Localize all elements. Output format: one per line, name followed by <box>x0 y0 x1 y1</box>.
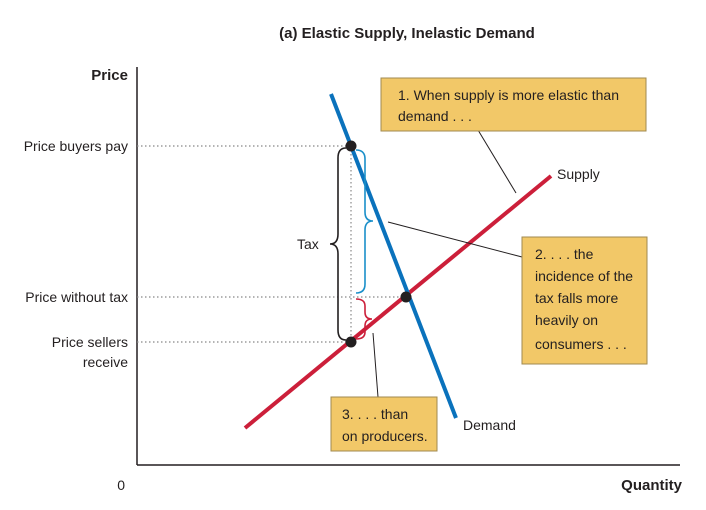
note2-line5: consumers . . . <box>535 336 627 352</box>
note3-line1: 3. . . . than <box>342 406 408 422</box>
note3-line2: on producers. <box>342 428 428 444</box>
price-sellers-receive-label-2: receive <box>83 354 128 370</box>
sellers-price-point <box>345 336 357 348</box>
note3-leader <box>372 332 379 398</box>
price-without-tax-label: Price without tax <box>25 289 128 305</box>
note-than-producers: 3. . . . than on producers. <box>330 396 438 452</box>
consumer-share-brace <box>355 149 374 294</box>
note1-line2: demand . . . <box>398 108 472 124</box>
note2-leader <box>387 221 523 258</box>
tax-brace <box>329 147 347 341</box>
supply-curve <box>243 174 553 430</box>
note-incidence-consumers: 2. . . . the incidence of the tax falls … <box>521 236 648 365</box>
note-supply-more-elastic: 1. When supply is more elastic than dema… <box>380 77 647 132</box>
supply-label: Supply <box>557 166 600 182</box>
tax-label: Tax <box>297 236 319 252</box>
price-sellers-receive-label: Price sellers <box>52 334 128 350</box>
price-buyers-pay-label: Price buyers pay <box>24 138 128 154</box>
price-guides <box>137 145 406 343</box>
demand-label: Demand <box>463 417 516 433</box>
producer-share-brace <box>355 298 373 340</box>
origin-label: 0 <box>117 477 125 493</box>
x-axis-label: Quantity <box>621 477 682 494</box>
diagram-title: (a) Elastic Supply, Inelastic Demand <box>279 25 535 42</box>
note2-line4: heavily on <box>535 312 598 328</box>
note1-line1: 1. When supply is more elastic than <box>398 87 619 103</box>
y-axis-label: Price <box>91 67 128 84</box>
note1-leader <box>477 129 517 194</box>
note2-line3: tax falls more <box>535 290 618 306</box>
leader-lines <box>372 129 523 398</box>
note2-line2: incidence of the <box>535 268 633 284</box>
equilibrium-point <box>400 291 412 303</box>
note2-line1: 2. . . . the <box>535 246 594 262</box>
buyers-price-point <box>345 140 357 152</box>
